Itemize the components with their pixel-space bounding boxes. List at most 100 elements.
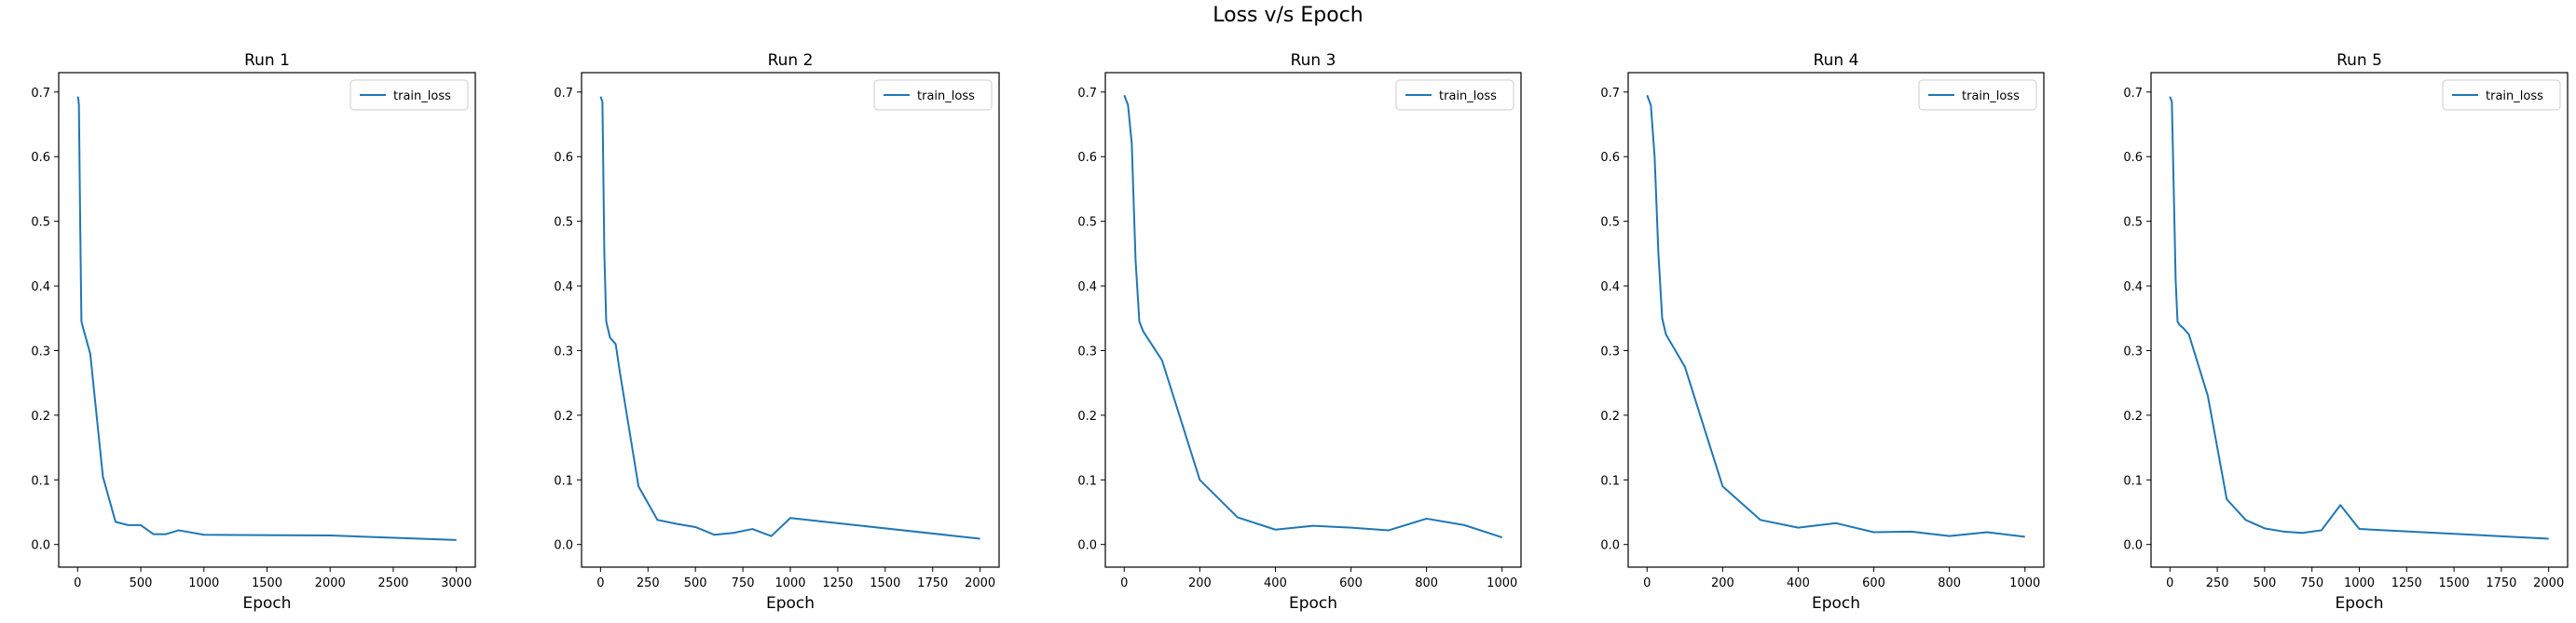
y-tick-label: 0.2 [31, 410, 50, 424]
x-tick-label: 500 [130, 576, 153, 590]
x-tick-label: 1000 [774, 576, 805, 590]
y-tick-label: 0.7 [554, 87, 573, 101]
y-tick-label: 0.2 [1600, 410, 1620, 424]
y-tick-label: 0.7 [1600, 87, 1620, 101]
x-axis-label: Epoch [1812, 594, 1860, 613]
series-line-train-loss [1647, 95, 2024, 536]
y-tick-label: 0.6 [1077, 151, 1097, 165]
x-tick-label: 0 [1643, 576, 1651, 590]
x-tick-label: 0 [596, 576, 604, 590]
subplot-title: Run 2 [768, 51, 814, 70]
x-tick-label: 400 [1264, 576, 1287, 590]
y-tick-label: 0.1 [1600, 474, 1620, 488]
figure-title: Loss v/s Epoch [0, 4, 2576, 27]
legend: train_loss [874, 80, 992, 110]
y-tick-label: 0.1 [1077, 474, 1097, 488]
subplot-title: Run 5 [2336, 51, 2382, 70]
subplot-run-2: Run 2 0.0 0.1 0.2 0.3 0.4 0.5 0.6 0.7 0 250 500 750 1… [554, 51, 999, 613]
y-tick-label: 0.5 [1077, 216, 1097, 230]
x-axis-label: Epoch [2335, 594, 2383, 613]
x-tick-label: 800 [1415, 576, 1438, 590]
y-tick-label: 0.2 [2123, 410, 2143, 424]
series-line-train-loss [1124, 95, 1501, 537]
x-tick-label: 1750 [917, 576, 948, 590]
x-tick-label: 500 [2253, 576, 2276, 590]
x-tick-label: 750 [732, 576, 755, 590]
x-tick-label: 2000 [965, 576, 995, 590]
x-tick-label: 2000 [2533, 576, 2564, 590]
x-tick-label: 1250 [2391, 576, 2422, 590]
axes-frame [1105, 73, 1521, 567]
y-tick-label: 0.4 [1077, 280, 1097, 294]
x-tick-label: 750 [2300, 576, 2323, 590]
x-tick-label: 1000 [2009, 576, 2040, 590]
axes-frame [582, 73, 999, 567]
x-tick-label: 800 [1938, 576, 1961, 590]
x-tick-label: 200 [1711, 576, 1734, 590]
y-tick-label: 0.1 [31, 474, 50, 488]
y-tick-label: 0.4 [31, 280, 50, 294]
legend: train_loss [2443, 80, 2560, 110]
y-tick-label: 0.4 [1600, 280, 1620, 294]
x-tick-label: 600 [1862, 576, 1885, 590]
x-axis-label: Epoch [766, 594, 815, 613]
x-tick-label: 0 [1120, 576, 1128, 590]
x-tick-label: 3000 [441, 576, 472, 590]
y-tick-label: 0.5 [1600, 216, 1620, 230]
x-tick-label: 1500 [870, 576, 900, 590]
x-tick-label: 1000 [1487, 576, 1517, 590]
y-tick-label: 0.6 [554, 151, 573, 165]
x-axis-label: Epoch [1289, 594, 1337, 613]
y-tick-label: 0.0 [31, 539, 50, 553]
y-tick-label: 0.0 [554, 539, 573, 553]
y-tick-label: 0.4 [554, 280, 573, 294]
legend: train_loss [1396, 80, 1514, 110]
y-tick-label: 0.3 [2123, 345, 2143, 359]
y-tick-label: 0.0 [2123, 539, 2143, 553]
x-tick-label: 1750 [2486, 576, 2516, 590]
x-tick-label: 600 [1339, 576, 1363, 590]
y-tick-label: 0.2 [1077, 410, 1097, 424]
legend-label: train_loss [1962, 89, 2020, 103]
y-tick-label: 0.5 [2123, 216, 2143, 230]
y-tick-label: 0.0 [1600, 539, 1620, 553]
x-tick-label: 1000 [2344, 576, 2375, 590]
y-tick-label: 0.7 [2123, 87, 2143, 101]
x-tick-label: 1250 [822, 576, 853, 590]
y-tick-label: 0.6 [1600, 151, 1620, 165]
y-tick-label: 0.1 [554, 474, 573, 488]
legend: train_loss [1919, 80, 2036, 110]
x-tick-label: 2000 [315, 576, 346, 590]
x-tick-label: 250 [2206, 576, 2229, 590]
x-tick-label: 1000 [188, 576, 219, 590]
y-tick-label: 0.3 [1600, 345, 1620, 359]
subplot-title: Run 1 [244, 51, 290, 70]
y-tick-label: 0.5 [554, 216, 573, 230]
legend-label: train_loss [1439, 89, 1497, 103]
series-line-train-loss [77, 97, 456, 540]
x-tick-label: 250 [637, 576, 660, 590]
series-line-train-loss [2170, 97, 2548, 539]
y-tick-label: 0.6 [2123, 151, 2143, 165]
x-tick-label: 0 [74, 576, 81, 590]
series-line-train-loss [600, 97, 980, 539]
y-tick-label: 0.3 [1077, 345, 1097, 359]
x-tick-label: 500 [684, 576, 707, 590]
x-tick-label: 0 [2166, 576, 2173, 590]
x-axis-label: Epoch [242, 594, 291, 613]
x-tick-label: 1500 [2439, 576, 2470, 590]
y-tick-label: 0.7 [1077, 87, 1097, 101]
axes-frame [59, 73, 475, 567]
subplot-title: Run 3 [1291, 51, 1336, 70]
y-tick-label: 0.2 [554, 410, 573, 424]
y-tick-label: 0.3 [554, 345, 573, 359]
axes-frame [1628, 73, 2044, 567]
y-tick-label: 0.7 [31, 87, 50, 101]
legend-label: train_loss [917, 89, 975, 103]
